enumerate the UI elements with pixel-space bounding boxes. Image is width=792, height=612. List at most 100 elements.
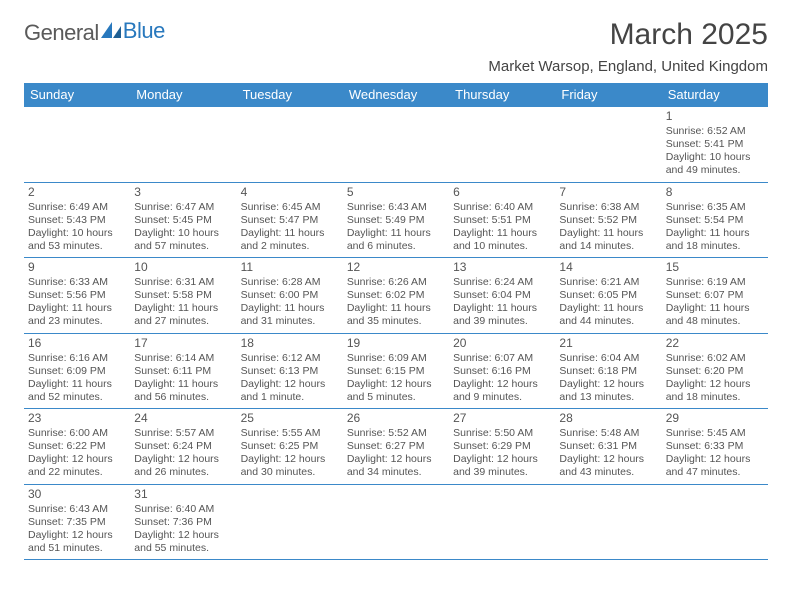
sunrise-text: Sunrise: 6:31 AM (134, 276, 232, 289)
calendar-day-cell: 15Sunrise: 6:19 AMSunset: 6:07 PMDayligh… (662, 258, 768, 334)
sunset-text: Sunset: 5:56 PM (28, 289, 126, 302)
logo-text-a: General (24, 20, 99, 46)
daylight-text: Daylight: 12 hours (559, 378, 657, 391)
day-number: 22 (666, 336, 764, 351)
sunset-text: Sunset: 6:18 PM (559, 365, 657, 378)
day-number: 3 (134, 185, 232, 200)
day-number: 11 (241, 260, 339, 275)
daylight-text: and 27 minutes. (134, 315, 232, 328)
calendar-day-cell (24, 107, 130, 183)
calendar-day-cell: 13Sunrise: 6:24 AMSunset: 6:04 PMDayligh… (449, 258, 555, 334)
daylight-text: Daylight: 12 hours (134, 453, 232, 466)
calendar-day-cell (555, 484, 661, 560)
daylight-text: Daylight: 10 hours (666, 151, 764, 164)
day-number: 15 (666, 260, 764, 275)
sunset-text: Sunset: 5:54 PM (666, 214, 764, 227)
sunrise-text: Sunrise: 6:47 AM (134, 201, 232, 214)
daylight-text: and 22 minutes. (28, 466, 126, 479)
day-number: 24 (134, 411, 232, 426)
calendar-day-cell (449, 107, 555, 183)
daylight-text: and 44 minutes. (559, 315, 657, 328)
daylight-text: Daylight: 11 hours (666, 302, 764, 315)
calendar-day-cell (130, 107, 236, 183)
sunrise-text: Sunrise: 6:45 AM (241, 201, 339, 214)
daylight-text: and 52 minutes. (28, 391, 126, 404)
sunset-text: Sunset: 6:09 PM (28, 365, 126, 378)
sunrise-text: Sunrise: 6:33 AM (28, 276, 126, 289)
sunset-text: Sunset: 5:51 PM (453, 214, 551, 227)
sunset-text: Sunset: 6:02 PM (347, 289, 445, 302)
daylight-text: and 56 minutes. (134, 391, 232, 404)
sunrise-text: Sunrise: 6:12 AM (241, 352, 339, 365)
day-number: 25 (241, 411, 339, 426)
weekday-header: Thursday (449, 83, 555, 107)
daylight-text: and 18 minutes. (666, 240, 764, 253)
daylight-text: Daylight: 11 hours (666, 227, 764, 240)
daylight-text: Daylight: 12 hours (134, 529, 232, 542)
calendar-day-cell: 6Sunrise: 6:40 AMSunset: 5:51 PMDaylight… (449, 182, 555, 258)
weekday-header: Saturday (662, 83, 768, 107)
sunset-text: Sunset: 5:47 PM (241, 214, 339, 227)
sunset-text: Sunset: 6:31 PM (559, 440, 657, 453)
day-number: 29 (666, 411, 764, 426)
day-number: 16 (28, 336, 126, 351)
day-number: 26 (347, 411, 445, 426)
calendar-day-cell (343, 107, 449, 183)
daylight-text: and 23 minutes. (28, 315, 126, 328)
calendar-week-row: 1Sunrise: 6:52 AMSunset: 5:41 PMDaylight… (24, 107, 768, 183)
daylight-text: and 6 minutes. (347, 240, 445, 253)
daylight-text: and 48 minutes. (666, 315, 764, 328)
calendar-week-row: 2Sunrise: 6:49 AMSunset: 5:43 PMDaylight… (24, 182, 768, 258)
sunset-text: Sunset: 6:16 PM (453, 365, 551, 378)
calendar-day-cell: 26Sunrise: 5:52 AMSunset: 6:27 PMDayligh… (343, 409, 449, 485)
sunset-text: Sunset: 5:41 PM (666, 138, 764, 151)
weekday-header: Friday (555, 83, 661, 107)
sunrise-text: Sunrise: 6:43 AM (347, 201, 445, 214)
calendar-week-row: 9Sunrise: 6:33 AMSunset: 5:56 PM Daylight… (24, 258, 768, 334)
day-number: 14 (559, 260, 657, 275)
sunset-text: Sunset: 6:07 PM (666, 289, 764, 302)
day-number: 17 (134, 336, 232, 351)
day-number: 9 (28, 260, 126, 275)
sunrise-text: Sunrise: 6:28 AM (241, 276, 339, 289)
calendar-day-cell: 22Sunrise: 6:02 AMSunset: 6:20 PMDayligh… (662, 333, 768, 409)
day-number: 7 (559, 185, 657, 200)
sunset-text: Sunset: 5:45 PM (134, 214, 232, 227)
calendar-day-cell: 29Sunrise: 5:45 AMSunset: 6:33 PMDayligh… (662, 409, 768, 485)
sunrise-text: Sunrise: 6:09 AM (347, 352, 445, 365)
daylight-text: and 51 minutes. (28, 542, 126, 555)
day-number: 5 (347, 185, 445, 200)
weekday-header: Wednesday (343, 83, 449, 107)
day-number: 21 (559, 336, 657, 351)
weekday-header: Sunday (24, 83, 130, 107)
daylight-text: Daylight: 12 hours (28, 453, 126, 466)
daylight-text: and 55 minutes. (134, 542, 232, 555)
calendar-page: General Blue March 2025 Market Warsop, E… (0, 0, 792, 578)
day-number: 8 (666, 185, 764, 200)
calendar-week-row: 16Sunrise: 6:16 AMSunset: 6:09 PMDayligh… (24, 333, 768, 409)
daylight-text: Daylight: 11 hours (453, 302, 551, 315)
sunset-text: Sunset: 6:22 PM (28, 440, 126, 453)
sunrise-text: Sunrise: 6:40 AM (453, 201, 551, 214)
day-number: 30 (28, 487, 126, 502)
title-block: March 2025 Market Warsop, England, Unite… (488, 18, 768, 75)
calendar-day-cell: 2Sunrise: 6:49 AMSunset: 5:43 PMDaylight… (24, 182, 130, 258)
logo-text-b: Blue (123, 18, 165, 43)
daylight-text: Daylight: 12 hours (347, 453, 445, 466)
daylight-text: and 39 minutes. (453, 466, 551, 479)
daylight-text: and 49 minutes. (666, 164, 764, 177)
daylight-text: and 10 minutes. (453, 240, 551, 253)
calendar-day-cell: 7Sunrise: 6:38 AMSunset: 5:52 PMDaylight… (555, 182, 661, 258)
sunset-text: Sunset: 5:52 PM (559, 214, 657, 227)
calendar-day-cell: 4Sunrise: 6:45 AMSunset: 5:47 PMDaylight… (237, 182, 343, 258)
daylight-text: Daylight: 12 hours (666, 453, 764, 466)
calendar-day-cell: 31Sunrise: 6:40 AMSunset: 7:36 PMDayligh… (130, 484, 236, 560)
calendar-day-cell (237, 107, 343, 183)
weekday-header: Monday (130, 83, 236, 107)
location: Market Warsop, England, United Kingdom (488, 58, 768, 75)
daylight-text: and 34 minutes. (347, 466, 445, 479)
daylight-text: Daylight: 10 hours (134, 227, 232, 240)
sunrise-text: Sunrise: 6:35 AM (666, 201, 764, 214)
daylight-text: Daylight: 12 hours (28, 529, 126, 542)
daylight-text: and 43 minutes. (559, 466, 657, 479)
